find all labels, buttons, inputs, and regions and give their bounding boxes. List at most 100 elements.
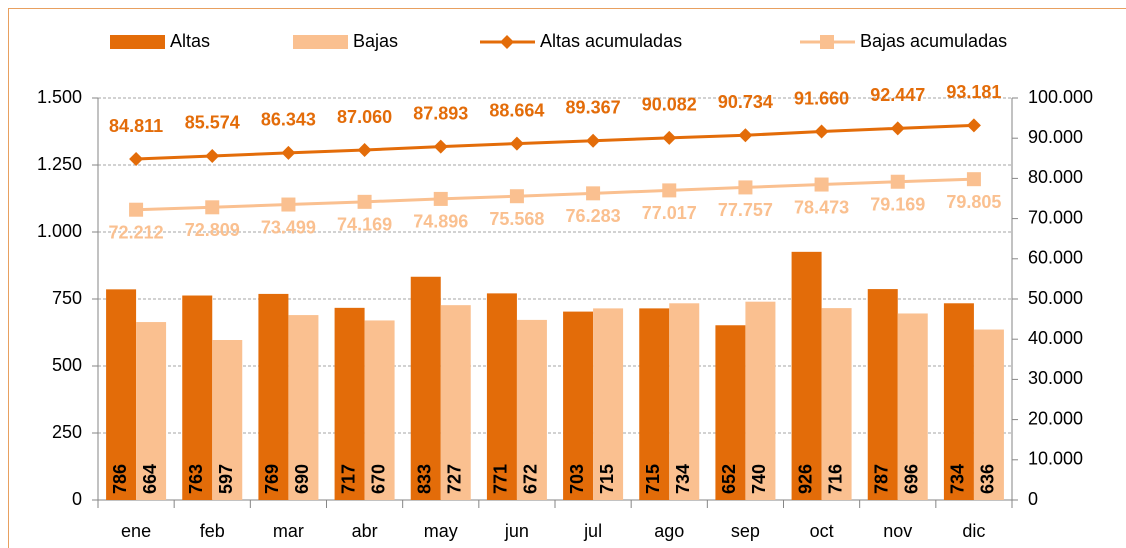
- bar: [821, 308, 852, 500]
- marker: [357, 194, 372, 209]
- line-label: 76.283: [566, 206, 621, 226]
- marker: [433, 191, 448, 206]
- bar-label: 672: [521, 464, 541, 494]
- marker: [509, 136, 524, 151]
- y-tick-label: 1.250: [37, 154, 82, 174]
- line-label: 79.805: [946, 192, 1001, 212]
- line-label: 72.809: [185, 220, 240, 240]
- bar-label: 833: [415, 464, 435, 494]
- bar: [669, 303, 700, 500]
- line-label: 87.060: [337, 107, 392, 127]
- bar-label: 636: [978, 464, 998, 494]
- bar-label: 716: [825, 464, 845, 494]
- y2-tick-label: 40.000: [1028, 328, 1083, 348]
- marker: [662, 130, 677, 145]
- bar-label: 926: [795, 464, 815, 494]
- line-label: 90.082: [642, 95, 697, 115]
- bar-label: 652: [719, 464, 739, 494]
- line-label: 74.896: [413, 212, 468, 232]
- y2-tick-label: 20.000: [1028, 408, 1083, 428]
- x-tick-label: sep: [731, 521, 760, 541]
- legend-label: Bajas: [353, 31, 398, 51]
- y-tick-label: 250: [52, 422, 82, 442]
- legend-swatch: [110, 35, 165, 49]
- legend-label: Altas acumuladas: [540, 31, 682, 51]
- marker: [814, 124, 829, 139]
- x-tick-label: feb: [200, 521, 225, 541]
- marker: [586, 133, 601, 148]
- bar: [516, 319, 547, 500]
- marker: [205, 200, 220, 215]
- marker: [357, 143, 372, 158]
- y2-tick-label: 100.000: [1028, 87, 1093, 107]
- y2-tick-label: 80.000: [1028, 167, 1083, 187]
- line-label: 91.660: [794, 88, 849, 108]
- y2-tick-label: 0: [1028, 489, 1038, 509]
- bar: [106, 289, 137, 500]
- y2-tick-label: 90.000: [1028, 127, 1083, 147]
- bar-label: 715: [643, 464, 663, 494]
- y2-tick-label: 50.000: [1028, 288, 1083, 308]
- line-label: 77.017: [642, 203, 697, 223]
- marker: [433, 139, 448, 154]
- bar-label: 771: [491, 464, 511, 494]
- marker: [129, 152, 144, 167]
- line-label: 79.169: [870, 194, 925, 214]
- bar: [288, 315, 319, 500]
- y-tick-label: 500: [52, 355, 82, 375]
- bar-label: 597: [216, 464, 236, 494]
- bar: [212, 340, 243, 500]
- bar: [258, 293, 289, 500]
- line: [136, 177, 974, 212]
- bar: [973, 329, 1004, 500]
- bar: [943, 303, 974, 500]
- bar: [410, 276, 441, 500]
- y-tick-label: 0: [72, 489, 82, 509]
- line-label: 73.499: [261, 217, 316, 237]
- x-tick-label: ene: [121, 521, 151, 541]
- x-tick-label: jul: [583, 521, 602, 541]
- marker: [738, 128, 753, 143]
- marker: [586, 186, 601, 201]
- legend-label: Bajas acumuladas: [860, 31, 1007, 51]
- bar: [593, 308, 624, 500]
- bar: [563, 311, 594, 500]
- bar-label: 786: [110, 464, 130, 494]
- x-tick-label: abr: [352, 521, 378, 541]
- x-tick-label: jun: [504, 521, 529, 541]
- marker: [205, 148, 220, 163]
- legend-marker: [500, 35, 514, 49]
- marker: [509, 189, 524, 204]
- x-tick-label: dic: [962, 521, 985, 541]
- x-tick-label: may: [424, 521, 458, 541]
- line-label: 75.568: [489, 209, 544, 229]
- bar-label: 664: [140, 464, 160, 494]
- marker: [966, 118, 981, 133]
- line-label: 85.574: [185, 113, 240, 133]
- line-label: 93.181: [946, 82, 1001, 102]
- bar: [334, 307, 365, 500]
- marker: [966, 172, 981, 187]
- bar-label: 740: [749, 464, 769, 494]
- bar-label: 690: [292, 464, 312, 494]
- marker: [281, 197, 296, 212]
- line-label: 89.367: [566, 97, 621, 117]
- line-label: 77.757: [718, 200, 773, 220]
- line-label: 72.212: [109, 222, 164, 242]
- chart-frame: [8, 8, 1126, 548]
- line: [136, 123, 974, 161]
- marker: [662, 183, 677, 198]
- bar: [715, 325, 746, 500]
- x-tick-label: oct: [810, 521, 834, 541]
- y-tick-label: 1.000: [37, 221, 82, 241]
- bar: [639, 308, 670, 500]
- legend-marker: [820, 35, 834, 49]
- bar: [440, 305, 471, 500]
- bar-label: 715: [597, 464, 617, 494]
- line-label: 78.473: [794, 197, 849, 217]
- marker: [738, 180, 753, 195]
- bar-label: 727: [445, 464, 465, 494]
- bar-label: 703: [567, 464, 587, 494]
- y2-tick-label: 10.000: [1028, 449, 1083, 469]
- marker: [890, 174, 905, 189]
